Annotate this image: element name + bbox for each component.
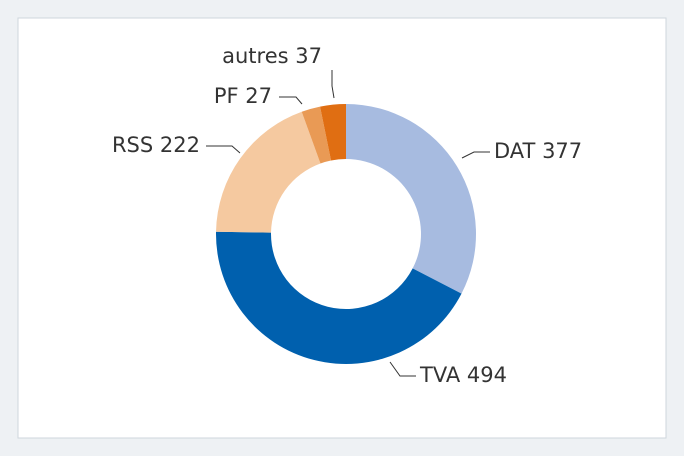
slice-label: autres 37 bbox=[222, 44, 322, 68]
slice-value: 494 bbox=[467, 363, 507, 387]
slice-value: 222 bbox=[160, 133, 200, 157]
donut-slice bbox=[346, 104, 477, 294]
slice-value: 27 bbox=[245, 84, 272, 108]
slice-label: PF 27 bbox=[214, 84, 272, 108]
slice-value: 377 bbox=[542, 139, 582, 163]
slice-label: TVA 494 bbox=[419, 363, 507, 387]
leader-line bbox=[279, 96, 303, 105]
donut-slice bbox=[216, 231, 462, 364]
leader-line bbox=[389, 361, 416, 377]
slice-name: PF bbox=[214, 84, 239, 108]
slice-name: autres bbox=[222, 44, 288, 68]
slice-name: RSS bbox=[112, 133, 153, 157]
leader-line bbox=[461, 151, 490, 159]
slice-label: DAT 377 bbox=[494, 139, 582, 163]
donut-slice bbox=[216, 111, 321, 233]
donut-slice bbox=[320, 104, 346, 161]
slice-name: DAT bbox=[494, 139, 536, 163]
slice-label: RSS 222 bbox=[112, 133, 200, 157]
panel bbox=[17, 17, 667, 439]
slice-value: 37 bbox=[295, 44, 322, 68]
leader-line bbox=[331, 70, 335, 99]
slice-name: TVA bbox=[419, 363, 461, 387]
donut-slice bbox=[301, 106, 332, 164]
leader-line bbox=[206, 145, 241, 154]
